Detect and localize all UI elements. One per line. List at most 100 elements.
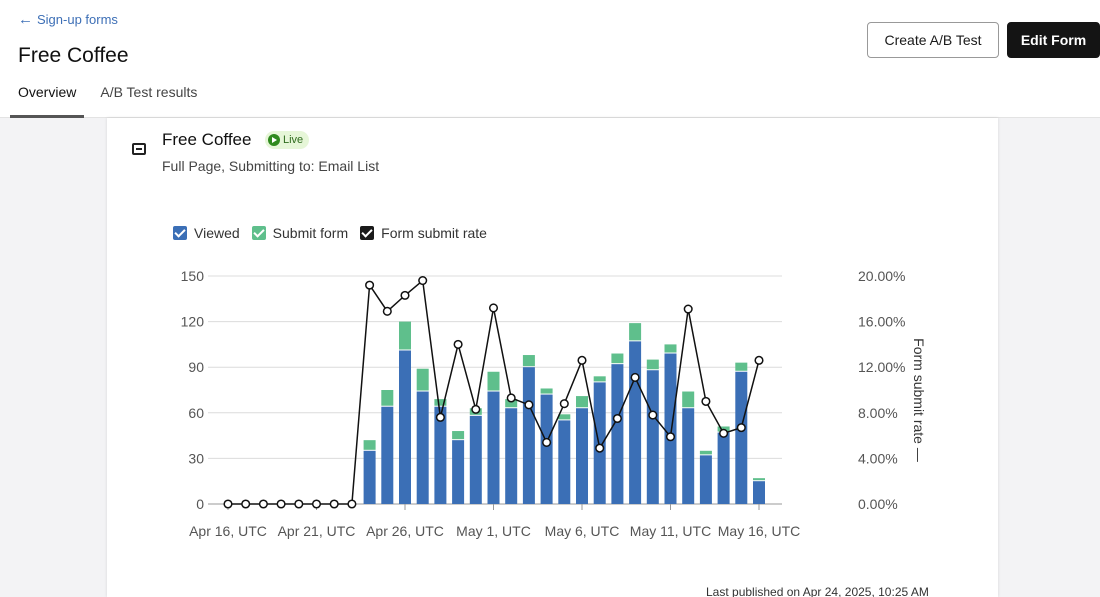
bar-viewed (717, 432, 730, 504)
tab-ab-test-results[interactable]: A/B Test results (100, 84, 198, 100)
rate-point (648, 410, 658, 420)
rate-point (258, 499, 268, 509)
bar-submit-form (363, 440, 376, 450)
legend-toggle-submit-form[interactable]: Submit form (251, 225, 349, 241)
legend-toggle-form-submit-rate[interactable]: Form submit rate (360, 225, 487, 241)
rate-point (577, 355, 587, 365)
bar-submit-form (416, 368, 429, 391)
bar-viewed (699, 455, 712, 504)
bar-submit-form (664, 344, 677, 353)
y-right-tick-label: 16.00% (858, 314, 905, 330)
page-header: ← Sign-up forms Free Coffee Create A/B T… (0, 0, 1100, 118)
bar-viewed (363, 450, 376, 504)
y-left-tick-label: 90 (188, 359, 204, 375)
bar-viewed (469, 415, 482, 504)
rate-point (683, 304, 693, 314)
legend-label: Form submit rate (381, 225, 487, 241)
bar-submit-form (434, 399, 447, 406)
bar-submit-form (452, 431, 465, 440)
rate-point (311, 499, 322, 509)
edit-form-button[interactable]: Edit Form (1007, 22, 1100, 58)
rate-point (665, 432, 676, 442)
bar-viewed (682, 408, 695, 504)
form-name: Free Coffee (162, 130, 252, 149)
bar-viewed (753, 481, 765, 504)
bar-viewed (611, 364, 624, 504)
y-left-tick-label: 30 (188, 450, 204, 466)
bar-viewed (416, 391, 429, 504)
x-tick-label: May 11, UTC (630, 523, 711, 539)
chart-legend: Viewed Submit form Form submit rate (173, 225, 487, 241)
x-tick-label: May 1, UTC (456, 523, 531, 539)
last-published-text: Last published on Apr 24, 2025, 10:25 AM (706, 585, 929, 597)
rate-point (329, 499, 339, 509)
x-tick-label: Apr 21, UTC (278, 523, 356, 539)
bar-viewed (629, 341, 642, 504)
checkbox-checked-icon[interactable] (360, 226, 375, 240)
status-badge: Live (265, 131, 310, 149)
rate-point (559, 399, 569, 409)
play-icon (268, 134, 280, 146)
bar-submit-form (699, 450, 712, 455)
x-tick-label: May 16, UTC (718, 523, 800, 539)
rate-point (400, 290, 410, 300)
y-right-tick-label: 0.00% (858, 496, 898, 512)
y-left-tick-label: 120 (181, 314, 205, 330)
rate-point (488, 303, 499, 313)
bar-submit-form (558, 414, 571, 420)
bar-submit-form (611, 353, 624, 364)
rate-point (524, 400, 534, 410)
bar-viewed (540, 394, 553, 504)
bar-submit-form (540, 388, 553, 394)
legend-label: Viewed (194, 225, 240, 241)
tab-bar: Overview A/B Test results (10, 78, 213, 118)
bar-submit-form (593, 376, 606, 382)
bar-viewed (664, 353, 677, 504)
bar-viewed (452, 440, 465, 504)
bar-submit-form (753, 478, 765, 481)
status-badge-label: Live (283, 134, 304, 146)
form-subtitle: Full Page, Submitting to: Email List (162, 158, 380, 174)
bar-viewed (646, 370, 659, 504)
bar-viewed (593, 382, 606, 504)
y-left-tick-label: 0 (196, 496, 204, 512)
arrow-left-icon: ← (18, 11, 33, 28)
rate-point (506, 393, 516, 403)
y-right-axis-label: Form submit rate — (911, 338, 927, 462)
bar-submit-form (646, 359, 659, 370)
checkbox-checked-icon[interactable] (251, 226, 266, 240)
bar-submit-form (381, 390, 394, 406)
tab-overview[interactable]: Overview (10, 78, 85, 118)
rate-point (754, 355, 764, 365)
rate-point (294, 499, 304, 509)
rate-point (418, 276, 428, 286)
create-ab-test-button[interactable]: Create A/B Test (867, 22, 999, 58)
bar-submit-form (576, 396, 588, 408)
bar-viewed (434, 406, 447, 504)
bar-viewed (505, 408, 518, 504)
back-to-signup-forms-link[interactable]: ← Sign-up forms (18, 12, 118, 27)
rate-point (347, 499, 357, 509)
bar-submit-form (399, 321, 411, 350)
bar-submit-form (735, 362, 748, 371)
y-left-tick-label: 60 (188, 405, 204, 421)
rate-point (276, 499, 286, 509)
rate-point (630, 372, 640, 383)
y-right-tick-label: 4.00% (858, 450, 898, 466)
rate-point (719, 428, 729, 438)
page-title: Free Coffee (18, 44, 129, 67)
bar-submit-form (682, 391, 695, 408)
x-tick-label: Apr 26, UTC (366, 523, 444, 539)
legend-toggle-viewed[interactable]: Viewed (173, 225, 240, 241)
back-link-label: Sign-up forms (37, 12, 118, 27)
rate-point (612, 413, 622, 424)
rate-point (453, 339, 463, 349)
checkbox-checked-icon[interactable] (173, 226, 187, 240)
legend-label: Submit form (272, 225, 349, 241)
rate-point (435, 412, 445, 422)
bar-viewed (558, 420, 571, 504)
rate-point (382, 306, 392, 316)
y-right-tick-label: 20.00% (858, 268, 905, 284)
y-right-tick-label: 12.00% (858, 359, 905, 375)
rate-point (223, 499, 233, 509)
